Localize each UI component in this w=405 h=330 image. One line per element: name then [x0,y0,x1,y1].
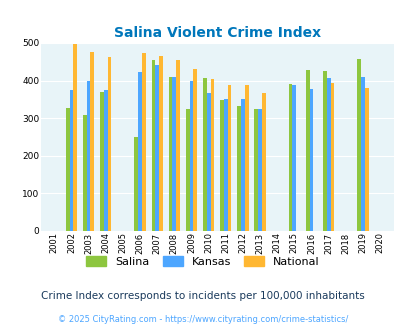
Bar [322,72,326,231]
Bar [305,70,309,231]
Bar [220,100,223,231]
Title: Salina Violent Crime Index: Salina Violent Crime Index [113,26,320,40]
Bar [168,77,172,231]
Bar [261,93,265,231]
Bar [151,60,155,231]
Text: Crime Index corresponds to incidents per 100,000 inhabitants: Crime Index corresponds to incidents per… [41,291,364,301]
Bar [66,108,69,231]
Bar [100,92,104,231]
Bar [87,81,90,231]
Bar [326,78,330,231]
Bar [172,77,176,231]
Bar [142,53,145,231]
Bar [241,99,244,231]
Bar [176,60,179,231]
Bar [73,44,77,231]
Bar [309,89,313,231]
Bar [155,65,159,231]
Text: © 2025 CityRating.com - https://www.cityrating.com/crime-statistics/: © 2025 CityRating.com - https://www.city… [58,315,347,324]
Bar [69,90,73,231]
Bar [292,85,296,231]
Bar [237,106,241,231]
Bar [288,84,292,231]
Bar [210,79,214,231]
Bar [223,99,227,231]
Bar [356,59,360,231]
Bar [360,77,364,231]
Bar [254,110,258,231]
Bar [189,81,193,231]
Bar [258,109,261,231]
Bar [104,90,107,231]
Bar [138,72,142,231]
Bar [83,115,87,231]
Bar [202,78,206,231]
Legend: Salina, Kansas, National: Salina, Kansas, National [86,256,319,267]
Bar [364,88,368,231]
Bar [193,69,197,231]
Bar [244,85,248,231]
Bar [185,109,189,231]
Bar [330,83,333,231]
Bar [206,92,210,231]
Bar [134,137,138,231]
Bar [159,56,162,231]
Bar [227,85,231,231]
Bar [107,57,111,231]
Bar [90,52,94,231]
